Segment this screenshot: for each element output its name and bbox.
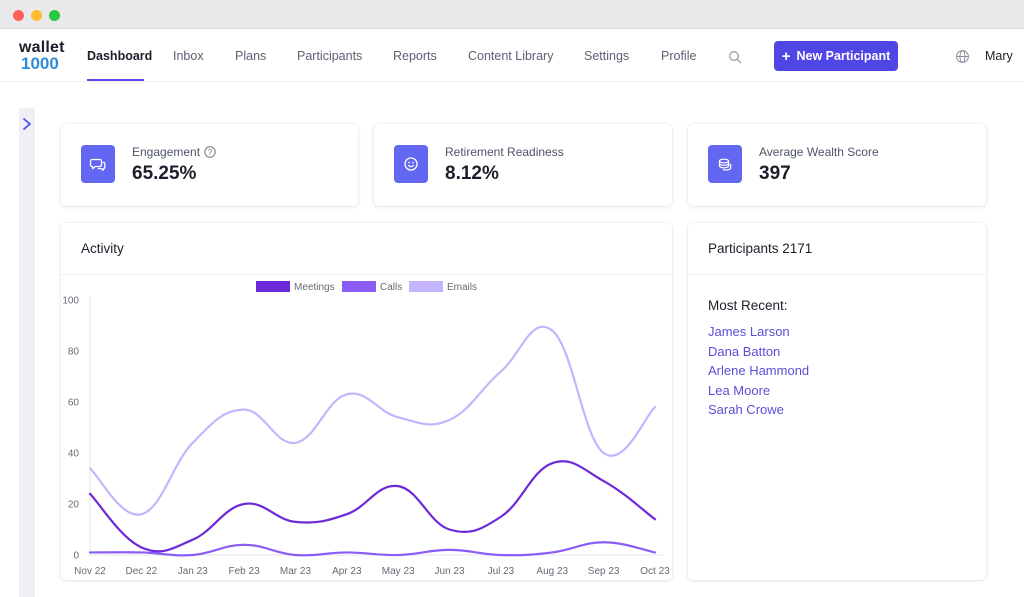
activity-title: Activity xyxy=(81,241,124,256)
window-close-button[interactable] xyxy=(13,10,24,21)
smiley-icon xyxy=(394,145,428,183)
legend-swatch-meetings xyxy=(256,281,290,292)
engagement-label: Engagement xyxy=(132,145,201,159)
x-tick-label: Oct 23 xyxy=(640,566,670,577)
window-maximize-button[interactable] xyxy=(49,10,60,21)
active-tab-indicator xyxy=(87,79,144,81)
recent-participant-link[interactable]: Arlene Hammond xyxy=(708,363,810,379)
series-line-meetings xyxy=(88,460,657,553)
stat-card-average-wealth-score: Average Wealth Score 397 xyxy=(688,124,986,206)
activity-line-chart: 0 20 40 60 80 100 Nov 22 Dec 22 Jan 23 Feb 23 Mar … xyxy=(62,281,670,577)
recent-participant-link[interactable]: James Larson xyxy=(708,324,790,339)
globe-icon[interactable] xyxy=(955,49,970,64)
average-wealth-score-label: Average Wealth Score xyxy=(759,145,879,159)
engagement-value: 65.25% xyxy=(132,163,197,184)
user-menu[interactable]: Mary xyxy=(985,49,1013,63)
y-tick-label: 40 xyxy=(68,449,80,460)
recent-participant-link[interactable]: Dana Batton xyxy=(708,343,781,359)
new-participant-button[interactable]: + New Participant xyxy=(774,41,898,71)
series-line-emails xyxy=(88,325,657,516)
wallet1000-logo[interactable]: wallet 1000 xyxy=(19,39,65,73)
legend-label-calls: Calls xyxy=(380,282,402,293)
y-tick-label: 60 xyxy=(68,398,80,409)
retirement-readiness-label: Retirement Readiness xyxy=(445,145,564,159)
series-line-calls xyxy=(88,541,657,557)
y-tick-label: 80 xyxy=(68,347,80,358)
recent-participant-link[interactable]: Lea Moore xyxy=(708,382,771,398)
legend-swatch-emails xyxy=(409,281,443,292)
sidebar-expand-toggle[interactable] xyxy=(19,108,35,597)
nav-settings[interactable]: Settings xyxy=(584,49,630,63)
nav-inbox[interactable]: Inbox xyxy=(173,49,204,63)
nav-participants[interactable]: Participants xyxy=(297,49,363,63)
average-wealth-score-value: 397 xyxy=(759,163,791,184)
svg-text:?: ? xyxy=(208,148,213,157)
y-tick-label: 20 xyxy=(68,500,80,511)
y-tick-label: 100 xyxy=(62,296,79,307)
participants-title: Participants 2171 xyxy=(708,241,813,256)
x-tick-label: Jun 23 xyxy=(435,566,465,577)
plus-icon: + xyxy=(781,47,791,65)
x-tick-label: Jul 23 xyxy=(488,566,515,577)
x-tick-label: Mar 23 xyxy=(280,566,312,577)
participants-card: Participants 2171 Most Recent: James Lar… xyxy=(688,223,986,580)
chevron-right-icon xyxy=(23,118,31,130)
nav-plans[interactable]: Plans xyxy=(235,49,267,63)
window-minimize-button[interactable] xyxy=(31,10,42,21)
nav-profile[interactable]: Profile xyxy=(661,49,697,63)
recent-participant-link[interactable]: Sarah Crowe xyxy=(708,402,784,418)
legend-swatch-calls xyxy=(342,281,376,292)
window-titlebar xyxy=(0,0,1024,29)
top-navbar: wallet 1000 Dashboard Inbox Plans Partic… xyxy=(0,29,1024,82)
x-tick-label: May 23 xyxy=(382,566,415,577)
x-tick-label: Apr 23 xyxy=(332,566,362,577)
nav-dashboard[interactable]: Dashboard xyxy=(87,49,153,63)
y-tick-label: 0 xyxy=(73,551,79,562)
coins-icon xyxy=(708,145,742,183)
activity-card: Activity 0 20 40 60 80 100 Nov 22 Dec 22 Jan 23 F… xyxy=(61,223,672,580)
stat-card-retirement-readiness: Retirement Readiness 8.12% xyxy=(374,124,672,206)
chat-bubbles-icon xyxy=(81,145,115,183)
legend-label-meetings: Meetings xyxy=(294,282,335,293)
help-circle-icon[interactable]: ? xyxy=(204,146,216,158)
search-icon[interactable] xyxy=(728,50,742,64)
x-tick-label: Aug 23 xyxy=(536,566,568,577)
legend-label-emails: Emails xyxy=(447,282,477,293)
stat-card-engagement: Engagement ? 65.25% xyxy=(61,124,358,206)
x-tick-label: Dec 22 xyxy=(126,566,158,577)
retirement-readiness-value: 8.12% xyxy=(445,163,499,184)
x-tick-label: Nov 22 xyxy=(74,566,106,577)
new-participant-label: New Participant xyxy=(796,49,891,63)
most-recent-heading: Most Recent: xyxy=(708,298,788,313)
nav-content-library[interactable]: Content Library xyxy=(468,49,554,63)
x-tick-label: Jan 23 xyxy=(178,566,208,577)
x-tick-label: Sep 23 xyxy=(588,566,620,577)
x-tick-label: Feb 23 xyxy=(229,566,261,577)
nav-reports[interactable]: Reports xyxy=(393,49,437,63)
recent-participants-list: James Larson Dana Batton Arlene Hammond … xyxy=(708,322,809,420)
